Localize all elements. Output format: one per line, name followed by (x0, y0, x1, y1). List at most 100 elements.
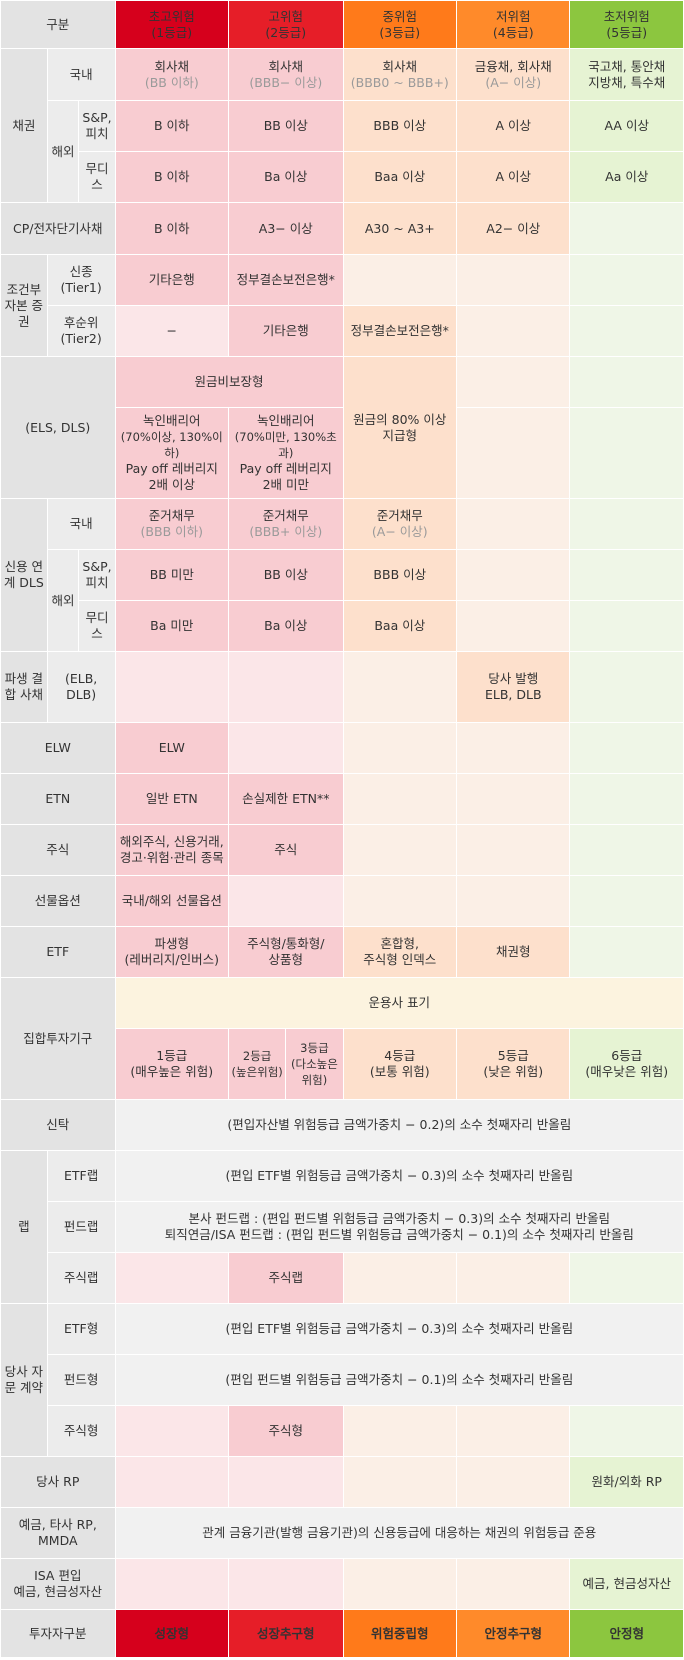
table-row: CP/전자단기사채 B 이하 A3− 이상 A30 ~ A3+ A2− 이상 (0, 202, 684, 255)
discretionary-etf-rule: (편입 ETF별 위험등급 금액가중치 − 0.3)의 소수 첫째자리 반올림 (114, 1303, 684, 1355)
wrap-stock-grade-3 (342, 1252, 458, 1304)
cp-grade-5 (569, 202, 684, 255)
cp-grade-3: A30 ~ A3+ (342, 202, 458, 255)
credit-dls-sp-grade-2: BB 이상 (228, 549, 344, 601)
elw-grade-5 (569, 722, 684, 774)
table-row: 채권 국내 회사채 (BB 이하) 회사채 (BBB− 이상) 회사채 (BBB0 ~… (0, 48, 684, 203)
etn-grade-4 (456, 773, 571, 825)
table-row: 신용 연계 DLS 국내 준거채무 (BBB 이하) 준거채무 (BBB+ 이상) … (0, 498, 684, 652)
etf-grade-2: 주식형/통화형/상품형 (228, 926, 344, 978)
capital-tier1-grade-3 (342, 254, 458, 306)
elw-label: ELW (0, 722, 116, 774)
futures-grade-5 (569, 875, 684, 927)
bonds-domestic-grade-3: 회사채 (BBB0 ~ BBB+) (342, 48, 458, 101)
els-grade-1: 녹인배리어 (70%이상, 130%이하) Pay off 레버리지 2배 이상 (114, 407, 230, 499)
table-row: 펀드형 (편입 펀드별 위험등급 금액가중치 − 0.1)의 소수 첫째자리 반… (1, 1354, 684, 1406)
cp-grade-2: A3− 이상 (228, 202, 344, 255)
capital-tier1-grade-5 (569, 254, 684, 306)
wrap-fund-label: 펀드랩 (46, 1201, 116, 1253)
credit-dls-moodys-grade-3: Baa 이상 (342, 600, 458, 652)
bonds-moodys-grade-2: Ba 이상 (228, 151, 344, 203)
isa-grade-4 (456, 1558, 571, 1610)
table-row: 무디스 B 이하 Ba 이상 Baa 이상 A 이상 Aa 이상 (1, 151, 684, 203)
etf-grade-4: 채권형 (456, 926, 571, 978)
els-label: (ELS, DLS) (0, 356, 116, 499)
futures-grade-4 (456, 875, 571, 927)
credit-dls-domestic-grade-1: 준거채무 (BBB 이하) (114, 498, 230, 550)
credit-dls-moodys-grade-2: Ba 이상 (228, 600, 344, 652)
trust-rule: (편입자산별 위험등급 금액가중치 − 0.2)의 소수 첫째자리 반올림 (114, 1099, 684, 1151)
bonds-moodys-grade-3: Baa 이상 (342, 151, 458, 203)
isa-label: ISA 편입 예금, 현금성자산 (0, 1558, 116, 1610)
bonds-domestic-label: 국내 (46, 48, 116, 101)
credit-dls-sp-grade-5 (569, 549, 684, 601)
wrap-stock-grade-4 (456, 1252, 571, 1304)
fund-label: 집합투자기구 (0, 977, 116, 1100)
capital-tier2-label: 후순위 (Tier2) (46, 305, 116, 357)
table-row: 주식 해외주식, 신용거래, 경고·위험·관리 종목 주식 (0, 824, 684, 876)
credit-dls-domestic-grade-5 (569, 498, 684, 550)
stock-label: 주식 (0, 824, 116, 876)
els-grade-3: 원금의 80% 이상 지급형 (342, 356, 458, 499)
table-row: ELW ELW (0, 722, 684, 774)
investor-type-1: 성장형 (114, 1609, 230, 1658)
bonds-sp-grade-5: AA 이상 (569, 100, 684, 152)
header-row: 구분 초고위험 (1등급) 고위험 (2등급) 중위험 (3등급) 저위험 (4등급) … (0, 0, 684, 49)
table-row: 펀드랩 본사 펀드랩 : (편입 펀드별 위험등급 금액가중치 − 0.3)의 … (1, 1201, 684, 1253)
wrap-stock-grade-5 (569, 1252, 684, 1304)
capital-tier1-grade-1: 기타은행 (114, 254, 230, 306)
rp-grade-2 (228, 1456, 344, 1508)
table-row: 집합투자기구 운용사 표기 (0, 977, 684, 1100)
table-row: 선물옵션 국내/해외 선물옵션 (0, 875, 684, 927)
credit-dls-domestic-label: 국내 (46, 498, 116, 550)
credit-dls-domestic-grade-2: 준거채무 (BBB+ 이상) (228, 498, 344, 550)
futures-grade-1: 국내/해외 선물옵션 (114, 875, 230, 927)
futures-grade-3 (342, 875, 458, 927)
capital-tier1-label: 신종 (Tier1) (46, 254, 116, 306)
wrap-stock-grade-2: 주식랩 (228, 1252, 344, 1304)
isa-grade-3 (342, 1558, 458, 1610)
discretionary-stock-grade-4 (456, 1405, 571, 1457)
fund-grade-6: 6등급 (매우낮은 위험) (569, 1028, 684, 1100)
stock-grade-2: 주식 (228, 824, 344, 876)
capital-tier2-grade-4 (456, 305, 571, 357)
etn-grade-2: 손실제한 ETN** (228, 773, 344, 825)
cp-grade-4: A2− 이상 (456, 202, 571, 255)
credit-dls-sp-grade-1: BB 미만 (114, 549, 230, 601)
header-grade-3: 중위험 (3등급) (342, 0, 458, 49)
wrap-label: 랩 (0, 1150, 48, 1304)
investor-type-3: 위험중립형 (342, 1609, 458, 1658)
table-row: 후순위 (Tier2) − 기타은행 정부결손보전은행* (1, 305, 684, 357)
credit-dls-sp-grade-4 (456, 549, 571, 601)
bonds-domestic-grade-2: 회사채 (BBB− 이상) (228, 48, 344, 101)
rp-label: 당사 RP (0, 1456, 116, 1508)
els-grade-4-bottom (456, 407, 571, 499)
discretionary-stock-grade-5 (569, 1405, 684, 1457)
bonds-domestic-grade-5: 국고채, 통안채 지방채, 특수채 (569, 48, 684, 101)
wrap-etf-label: ETF랩 (46, 1150, 116, 1202)
wrap-fund-rule: 본사 펀드랩 : (편입 펀드별 위험등급 금액가중치 − 0.3)의 소수 첫… (114, 1201, 684, 1253)
investor-row: 투자자구분 성장형 성장추구형 위험중립형 안정추구형 안정형 (0, 1609, 684, 1658)
table-row: 주식랩 주식랩 (1, 1252, 684, 1304)
cp-grade-1: B 이하 (114, 202, 230, 255)
header-grade-1: 초고위험 (1등급) (114, 0, 230, 49)
isa-grade-5: 예금, 현금성자산 (569, 1558, 684, 1610)
etf-label: ETF (0, 926, 116, 978)
table-row: 주식형 주식형 (1, 1405, 684, 1457)
table-row: 당사 RP 원화/외화 RP (0, 1456, 684, 1508)
bonds-moodys-grade-4: A 이상 (456, 151, 571, 203)
credit-dls-moodys-label: 무디스 (78, 600, 116, 652)
fund-grade-1: 1등급 (매우높은 위험) (114, 1028, 230, 1100)
bonds-sp-grade-3: BBB 이상 (342, 100, 458, 152)
capital-tier2-grade-3: 정부결손보전은행* (342, 305, 458, 357)
bonds-label: 채권 (0, 48, 48, 203)
etf-grade-5 (569, 926, 684, 978)
bonds-domestic-grade-1: 회사채 (BB 이하) (114, 48, 230, 101)
bonds-sp-grade-2: BB 이상 (228, 100, 344, 152)
rp-grade-1 (114, 1456, 230, 1508)
etn-grade-5 (569, 773, 684, 825)
header-category: 구분 (0, 0, 116, 49)
capital-tier1-grade-4 (456, 254, 571, 306)
discretionary-stock-grade-1 (114, 1405, 230, 1457)
futures-grade-2 (228, 875, 344, 927)
